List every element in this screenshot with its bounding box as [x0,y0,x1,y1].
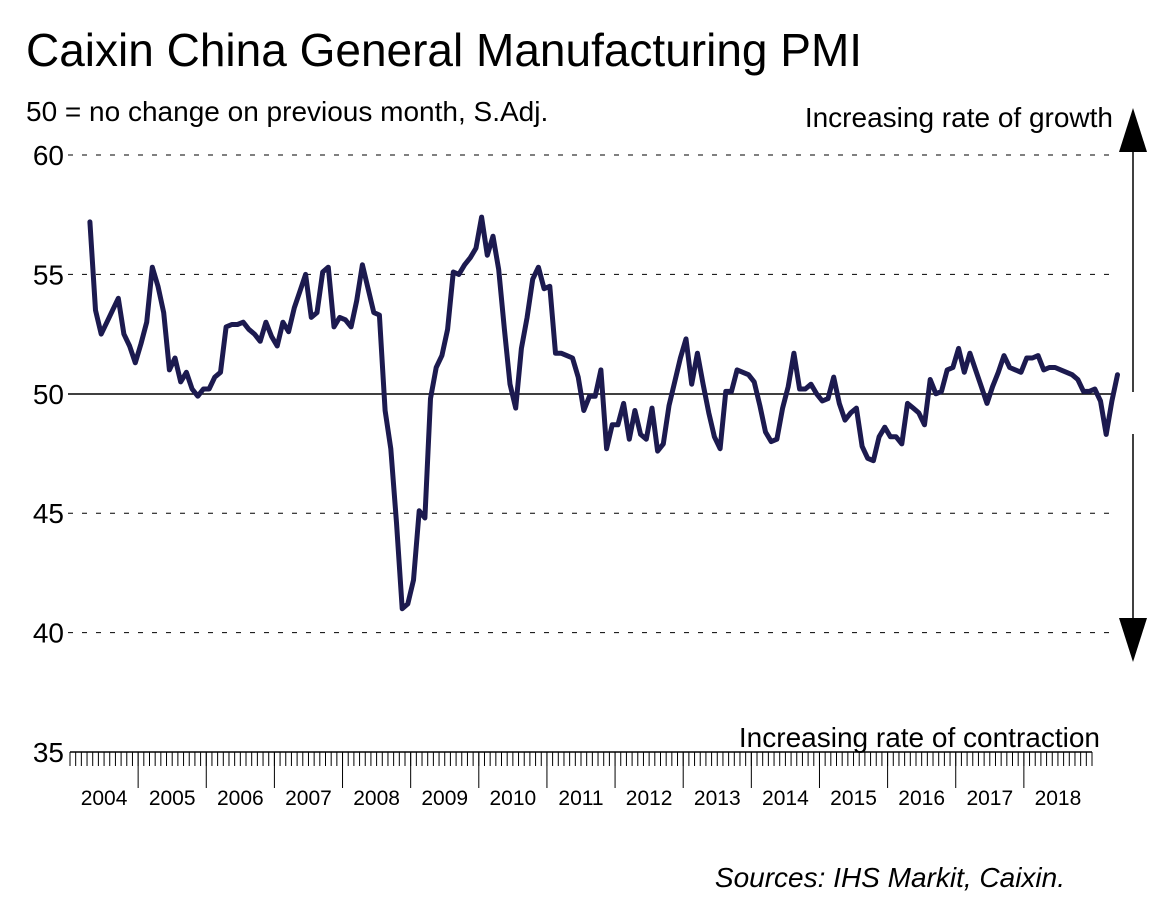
y-tick-label: 50 [33,379,64,410]
chart-title: Caixin China General Manufacturing PMI [26,24,862,76]
x-tick-label: 2010 [490,787,537,810]
x-tick-label: 2007 [285,787,332,810]
x-tick-label: 2017 [966,787,1013,810]
x-tick-label: 2013 [694,787,741,810]
y-tick-label: 55 [33,259,64,290]
pmi-series-line [87,214,1120,612]
annotation-growth: Increasing rate of growth [805,102,1113,133]
x-tick-label: 2004 [81,787,128,810]
annotation-contraction: Increasing rate of contraction [739,722,1100,753]
growth-arrow [1119,108,1147,392]
x-tick-label: 2009 [421,787,468,810]
y-tick-label: 35 [33,737,64,768]
x-tick-label: 2012 [626,787,673,810]
chart-source: Sources: IHS Markit, Caixin. [715,862,1065,893]
x-tick-label: 2015 [830,787,877,810]
x-tick-label: 2005 [149,787,196,810]
x-tick-label: 2011 [558,787,603,810]
x-tick-label: 2006 [217,787,264,810]
y-tick-label: 60 [33,140,64,171]
chart-subtitle: 50 = no change on previous month, S.Adj. [26,96,548,127]
y-axis-ticks: 60 55 50 45 40 35 [33,140,64,768]
x-tick-label: 2014 [762,787,809,810]
gridlines [68,154,1115,634]
y-tick-label: 45 [33,498,64,529]
contraction-arrow [1119,434,1147,662]
x-axis: 2004 2005 2006 2007 2008 2009 2010 2011 2012 2013… [69,751,1093,810]
x-tick-label: 2008 [353,787,400,810]
x-tick-label: 2018 [1035,787,1082,810]
x-tick-label: 2016 [898,787,945,810]
y-tick-label: 40 [33,618,64,649]
